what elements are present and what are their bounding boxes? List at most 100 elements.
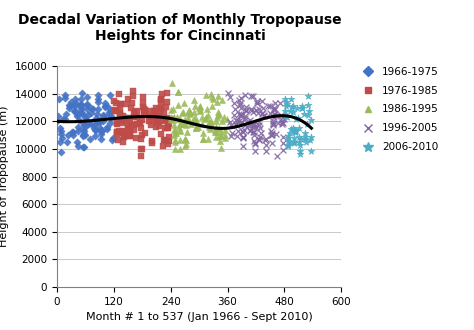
1986-1995 [209,103,216,108]
1986-1995 [170,127,178,133]
2006-2010 [287,108,294,113]
1966-1975 [107,115,115,120]
1986-1995 [180,101,188,106]
1996-2005 [237,120,245,125]
1986-1995 [169,117,176,122]
1966-1975 [77,110,85,116]
1986-1995 [217,146,225,151]
2006-2010 [286,131,293,136]
1976-1985 [163,116,171,121]
1966-1975 [87,110,95,116]
1996-2005 [255,111,262,116]
1996-2005 [273,131,280,136]
1996-2005 [277,116,285,121]
1976-1985 [155,120,162,126]
1996-2005 [242,104,249,110]
2006-2010 [296,134,303,139]
1996-2005 [270,122,277,127]
1976-1985 [136,120,144,126]
1996-2005 [255,119,263,124]
X-axis label: Month # 1 to 537 (Jan 1966 - Sept 2010): Month # 1 to 537 (Jan 1966 - Sept 2010) [86,313,312,322]
1996-2005 [250,130,258,135]
1966-1975 [72,101,80,106]
1996-2005 [268,140,276,145]
1996-2005 [272,111,279,116]
1986-1995 [176,129,183,134]
1966-1975 [108,113,115,118]
1986-1995 [209,97,216,102]
1986-1995 [186,108,193,113]
1996-2005 [250,132,258,137]
1976-1985 [167,116,174,121]
1986-1995 [223,116,231,122]
1986-1995 [221,135,229,140]
1966-1975 [73,113,81,118]
1966-1975 [61,96,69,101]
1966-1975 [107,108,114,113]
1996-2005 [247,93,255,99]
1976-1985 [137,147,145,152]
1976-1985 [111,98,118,104]
1966-1975 [91,133,98,139]
1996-2005 [255,107,263,112]
1966-1975 [93,112,100,117]
2006-2010 [306,137,314,143]
1986-1995 [178,119,185,124]
1976-1985 [130,111,137,116]
1986-1995 [191,109,198,115]
1986-1995 [178,111,186,116]
2006-2010 [284,133,292,138]
1986-1995 [189,119,197,124]
2006-2010 [284,136,292,141]
1986-1995 [212,134,219,139]
1986-1995 [192,126,200,131]
1966-1975 [84,122,92,127]
1966-1975 [67,100,74,105]
1966-1975 [83,101,91,107]
1966-1975 [95,99,102,104]
1976-1985 [138,147,146,152]
1996-2005 [258,99,265,104]
1976-1985 [117,101,124,107]
1966-1975 [99,129,106,134]
1986-1995 [198,114,206,119]
1976-1985 [119,113,127,118]
1966-1975 [99,113,106,118]
1976-1985 [151,118,158,123]
1996-2005 [235,128,242,134]
1966-1975 [94,106,101,112]
1966-1975 [109,135,116,140]
1986-1995 [206,126,213,131]
1976-1985 [120,134,128,140]
1976-1985 [111,109,118,114]
1966-1975 [65,106,73,111]
1976-1985 [139,95,147,100]
1976-1985 [139,100,146,106]
1996-2005 [236,98,243,103]
1976-1985 [133,108,141,114]
1976-1985 [148,139,155,144]
1976-1985 [141,110,148,116]
1976-1985 [131,127,138,132]
1986-1995 [191,103,199,108]
2006-2010 [283,114,291,119]
1966-1975 [69,133,77,138]
1976-1985 [119,129,127,134]
1996-2005 [232,121,240,126]
1976-1985 [137,125,145,130]
1986-1995 [195,106,203,111]
2006-2010 [290,128,298,133]
1976-1985 [113,120,121,126]
1976-1985 [124,125,131,130]
1966-1975 [95,118,103,123]
1966-1975 [62,112,70,117]
1986-1995 [213,127,220,132]
1966-1975 [86,137,93,142]
1996-2005 [238,119,246,124]
1996-2005 [267,128,274,133]
1976-1985 [147,108,155,114]
1966-1975 [78,91,86,96]
1986-1995 [171,132,178,138]
1966-1975 [80,144,87,149]
2006-2010 [291,139,298,144]
